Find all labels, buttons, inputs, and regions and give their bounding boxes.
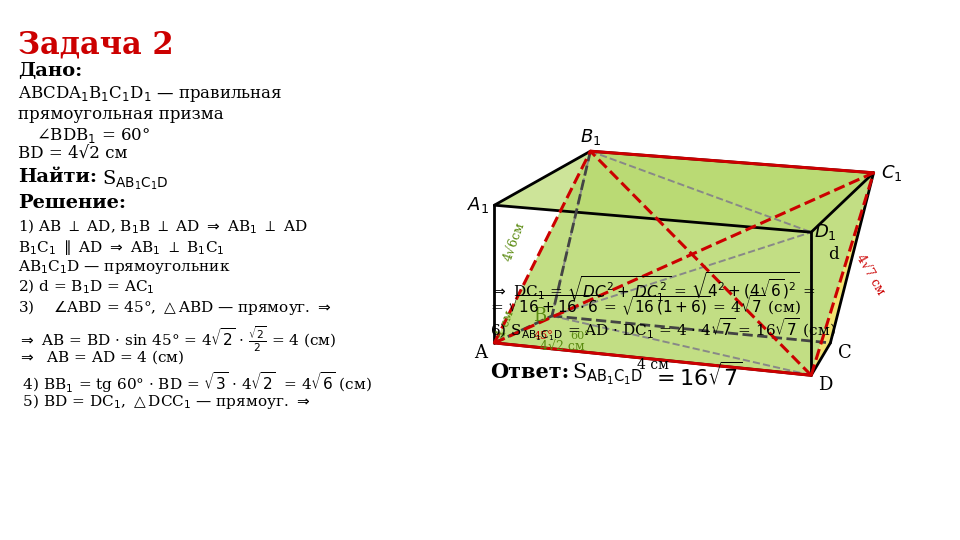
- Text: B: B: [534, 307, 546, 325]
- Text: Дано:: Дано:: [18, 62, 83, 80]
- Text: $\Rightarrow$ DC$_1$ = $\sqrt{DC^2 + \, DC_1^{\,2}}$ = $\sqrt{4^2 + (4\sqrt{6})^: $\Rightarrow$ DC$_1$ = $\sqrt{DC^2 + \, …: [490, 270, 815, 304]
- Polygon shape: [494, 151, 874, 375]
- Text: $B_1$: $B_1$: [580, 127, 601, 147]
- Text: S$_{\rm AB_1C_1D}$: S$_{\rm AB_1C_1D}$: [572, 362, 643, 387]
- Text: A: A: [474, 344, 487, 362]
- Polygon shape: [811, 173, 874, 375]
- Text: 3)    $\angle$ABD = 45°, $\triangle$ABD — прямоуг. $\Rightarrow$: 3) $\angle$ABD = 45°, $\triangle$ABD — п…: [18, 298, 331, 317]
- Text: B$_1$C$_1$ $\parallel$ AD $\Rightarrow$ AB$_1$ $\perp$ B$_1$C$_1$: B$_1$C$_1$ $\parallel$ AD $\Rightarrow$ …: [18, 238, 225, 257]
- Text: 45°: 45°: [534, 331, 554, 341]
- Text: 2) d = B$_1$D = AC$_1$: 2) d = B$_1$D = AC$_1$: [18, 278, 155, 296]
- Text: прямоугольная призма: прямоугольная призма: [18, 106, 224, 123]
- Text: ABCDA$_1$B$_1$C$_1$D$_1$ — правильная: ABCDA$_1$B$_1$C$_1$D$_1$ — правильная: [18, 84, 282, 104]
- Text: $A_1$: $A_1$: [468, 195, 490, 215]
- Text: AB$_1$C$_1$D — прямоугольник: AB$_1$C$_1$D — прямоугольник: [18, 258, 230, 276]
- Text: Ответ:: Ответ:: [490, 362, 569, 382]
- Polygon shape: [494, 151, 874, 232]
- Text: 4√2 см: 4√2 см: [540, 340, 585, 353]
- Text: 4) BB$_1$ = tg 60° $\cdot$ BD = $\sqrt{3}$ $\cdot$ 4$\sqrt{2}$  = 4$\sqrt{6}$ (с: 4) BB$_1$ = tg 60° $\cdot$ BD = $\sqrt{3…: [18, 370, 372, 395]
- Text: 1) AB $\perp$ AD, B$_1$B $\perp$ AD $\Rightarrow$ AB$_1$ $\perp$ AD: 1) AB $\perp$ AD, B$_1$B $\perp$ AD $\Ri…: [18, 218, 308, 237]
- Text: 4√6см: 4√6см: [501, 221, 527, 264]
- Text: 4 см: 4 см: [636, 358, 669, 372]
- Text: d: d: [828, 246, 838, 262]
- Text: $= 16\sqrt{7}$: $= 16\sqrt{7}$: [652, 362, 742, 390]
- Text: Решение:: Решение:: [18, 194, 126, 212]
- Text: C: C: [837, 344, 852, 362]
- Text: $\Rightarrow$ AB = BD $\cdot$ sin 45° = 4$\sqrt{2}$ $\cdot$ $\frac{\sqrt{2}}{2}$: $\Rightarrow$ AB = BD $\cdot$ sin 45° = …: [18, 324, 336, 354]
- Text: Найти:: Найти:: [18, 168, 97, 186]
- Text: ∠BDB$_1$ = 60°: ∠BDB$_1$ = 60°: [36, 126, 150, 145]
- Text: S$_{\rm AB_1C_1D}$: S$_{\rm AB_1C_1D}$: [102, 168, 169, 192]
- Text: $D_1$: $D_1$: [814, 222, 836, 242]
- Text: BD = 4√2 см: BD = 4√2 см: [18, 146, 128, 163]
- Text: $C_1$: $C_1$: [881, 163, 902, 183]
- Text: = $\sqrt{16 + 16 \cdot 6}$ = $\sqrt{16\,(1 + 6)}$ = 4$\sqrt{7}$ (см): = $\sqrt{16 + 16 \cdot 6}$ = $\sqrt{16\,…: [490, 293, 801, 318]
- Text: 6) S$_{\rm AB_1C_1D}$ = AD $\cdot$ DC$_1$ = 4 $\cdot$ 4$\sqrt{7}$ = 16$\sqrt{7}$: 6) S$_{\rm AB_1C_1D}$ = AD $\cdot$ DC$_1…: [490, 316, 836, 342]
- Text: 5) BD = DC$_1$, $\triangle$DCC$_1$ — прямоуг. $\Rightarrow$: 5) BD = DC$_1$, $\triangle$DCC$_1$ — пря…: [18, 392, 310, 411]
- Text: $\Rightarrow$  AB = AD = 4 (см): $\Rightarrow$ AB = AD = 4 (см): [18, 348, 184, 366]
- Text: 60°: 60°: [570, 331, 589, 341]
- Text: Задача 2: Задача 2: [18, 30, 174, 61]
- Text: 4√7 см: 4√7 см: [853, 252, 887, 296]
- Text: 4 см: 4 см: [494, 309, 516, 340]
- Text: D: D: [818, 376, 832, 394]
